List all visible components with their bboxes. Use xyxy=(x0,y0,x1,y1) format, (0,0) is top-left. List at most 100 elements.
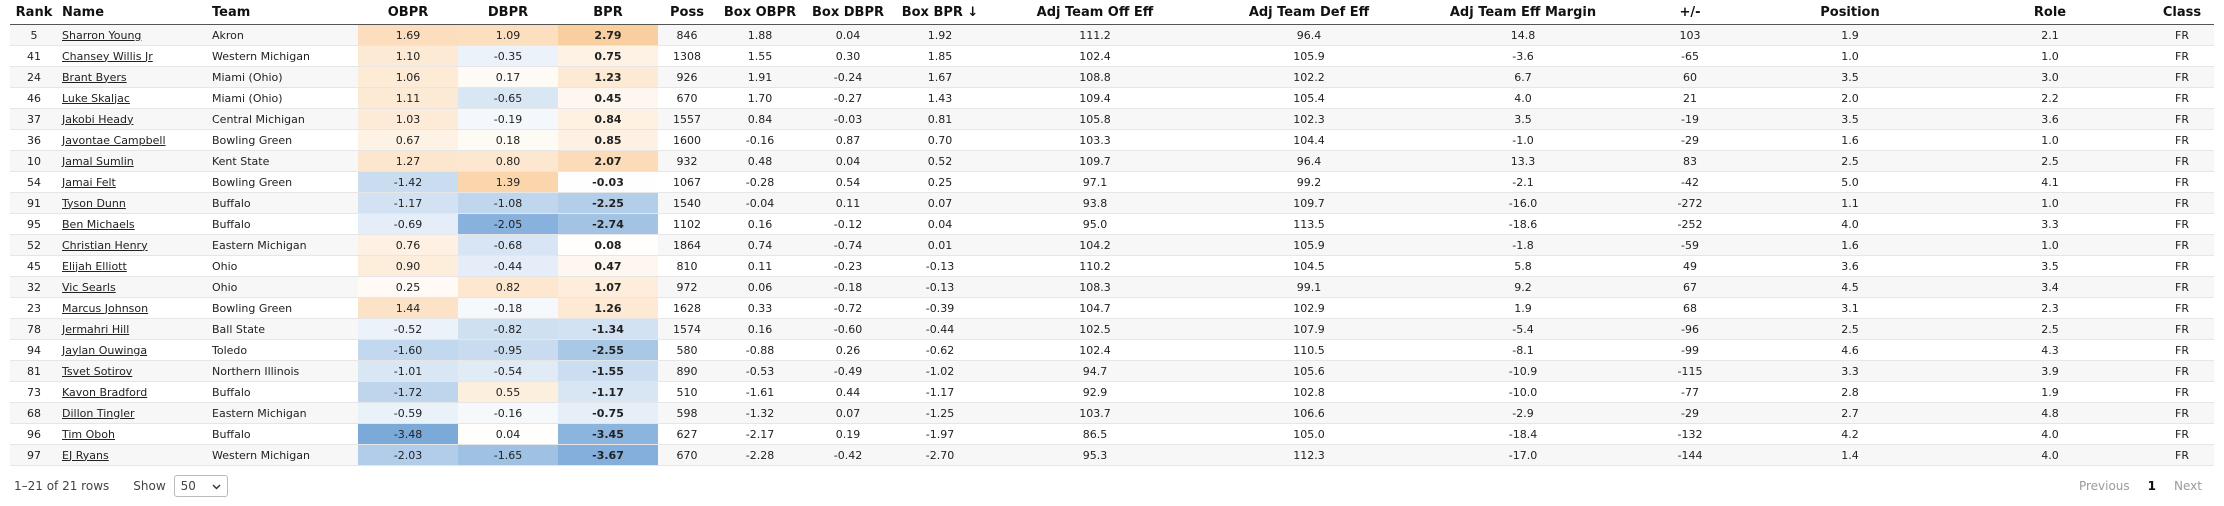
cell-pm: 21 xyxy=(1630,87,1750,109)
cell-obpr: -1.17 xyxy=(358,192,458,214)
row-count: 1–21 of 21 rows xyxy=(14,479,110,493)
cell-obpr: -0.59 xyxy=(358,402,458,424)
player-name-link[interactable]: Jakobi Heady xyxy=(62,112,134,126)
table-footer: 1–21 of 21 rows Show 50 Previous 1 Next xyxy=(10,466,2214,506)
player-name-link[interactable]: Dillon Tingler xyxy=(62,406,135,420)
player-name-link[interactable]: Elijah Elliott xyxy=(62,259,127,273)
player-name-link[interactable]: EJ Ryans xyxy=(62,448,109,462)
cell-box-bpr: -1.17 xyxy=(892,381,988,403)
cell-class: FR xyxy=(2150,87,2214,109)
cell-team: Western Michigan xyxy=(208,444,358,466)
cell-obpr: 1.27 xyxy=(358,150,458,172)
player-name-link[interactable]: Ben Michaels xyxy=(62,217,135,231)
cell-team: Miami (Ohio) xyxy=(208,66,358,88)
player-name-link[interactable]: Luke Skaljac xyxy=(62,91,130,105)
cell-team: Toledo xyxy=(208,339,358,361)
cell-rank: 68 xyxy=(10,402,58,424)
player-name-link[interactable]: Jermahri Hill xyxy=(62,322,130,336)
cell-obpr: 0.67 xyxy=(358,129,458,151)
player-name-link[interactable]: Tsvet Sotirov xyxy=(62,364,133,378)
cell-box-bpr: -1.02 xyxy=(892,360,988,382)
cell-role: 4.0 xyxy=(1950,444,2150,466)
player-name-link[interactable]: Christian Henry xyxy=(62,238,148,252)
cell-class: FR xyxy=(2150,255,2214,277)
column-header-box-dbpr[interactable]: Box DBPR xyxy=(804,0,892,25)
cell-name: Jamal Sumlin xyxy=(58,150,208,172)
cell-rank: 78 xyxy=(10,318,58,340)
player-name-link[interactable]: Javontae Campbell xyxy=(62,133,166,147)
player-name-link[interactable]: Jaylan Ouwinga xyxy=(62,343,148,357)
cell-poss: 932 xyxy=(658,150,716,172)
column-header-adj-margin[interactable]: Adj Team Eff Margin xyxy=(1416,0,1630,25)
cell-dbpr: 0.80 xyxy=(458,150,558,172)
column-header-obpr[interactable]: OBPR xyxy=(358,0,458,25)
player-name-link[interactable]: Tim Oboh xyxy=(62,427,115,441)
cell-box-dbpr: -0.74 xyxy=(804,234,892,256)
cell-adj-margin: -16.0 xyxy=(1416,192,1630,214)
column-header-dbpr[interactable]: DBPR xyxy=(458,0,558,25)
table-row: 5 Sharron Young Akron 1.69 1.09 2.79 846 1.88 0.… xyxy=(10,24,2214,46)
cell-box-bpr: 0.25 xyxy=(892,171,988,193)
previous-button[interactable]: Previous xyxy=(2078,479,2130,493)
column-header-bpr[interactable]: BPR xyxy=(558,0,658,25)
cell-dbpr: -0.19 xyxy=(458,108,558,130)
column-header-pm[interactable]: +/- xyxy=(1630,0,1750,25)
cell-poss: 510 xyxy=(658,381,716,403)
next-button[interactable]: Next xyxy=(2174,479,2202,493)
cell-name: Luke Skaljac xyxy=(58,87,208,109)
cell-team: Kent State xyxy=(208,150,358,172)
column-header-rank[interactable]: Rank xyxy=(10,0,58,25)
cell-box-dbpr: 0.54 xyxy=(804,171,892,193)
cell-role: 1.9 xyxy=(1950,381,2150,403)
cell-bpr: 1.23 xyxy=(558,66,658,88)
column-header-class[interactable]: Class xyxy=(2150,0,2214,25)
player-name-link[interactable]: Brant Byers xyxy=(62,70,127,84)
column-header-box-obpr[interactable]: Box OBPR xyxy=(716,0,804,25)
cell-bpr: -3.67 xyxy=(558,444,658,466)
table-row: 73 Kavon Bradford Buffalo -1.72 0.55 -1.17 510… xyxy=(10,381,2214,403)
column-header-position[interactable]: Position xyxy=(1750,0,1950,25)
player-name-link[interactable]: Sharron Young xyxy=(62,28,142,42)
page-1-button[interactable]: 1 xyxy=(2147,479,2157,493)
column-header-adj-def[interactable]: Adj Team Def Eff xyxy=(1202,0,1416,25)
player-name-link[interactable]: Kavon Bradford xyxy=(62,385,148,399)
table-row: 45 Elijah Elliott Ohio 0.90 -0.44 0.47 810 0.11… xyxy=(10,255,2214,277)
cell-pm: 67 xyxy=(1630,276,1750,298)
cell-box-obpr: -1.61 xyxy=(716,381,804,403)
column-header-adj-off[interactable]: Adj Team Off Eff xyxy=(988,0,1202,25)
column-header-poss[interactable]: Poss xyxy=(658,0,716,25)
cell-poss: 810 xyxy=(658,255,716,277)
cell-obpr: 1.06 xyxy=(358,66,458,88)
cell-adj-off: 95.0 xyxy=(988,213,1202,235)
cell-adj-def: 104.5 xyxy=(1202,255,1416,277)
cell-adj-off: 102.4 xyxy=(988,339,1202,361)
cell-rank: 10 xyxy=(10,150,58,172)
column-header-team[interactable]: Team xyxy=(208,0,358,25)
cell-box-obpr: -1.32 xyxy=(716,402,804,424)
column-header-box-bpr[interactable]: Box BPR ↓ xyxy=(892,0,988,25)
cell-adj-def: 99.1 xyxy=(1202,276,1416,298)
column-header-role[interactable]: Role xyxy=(1950,0,2150,25)
cell-obpr: -1.72 xyxy=(358,381,458,403)
player-name-link[interactable]: Jamai Felt xyxy=(62,175,116,189)
player-name-link[interactable]: Tyson Dunn xyxy=(62,196,126,210)
cell-box-bpr: 0.52 xyxy=(892,150,988,172)
page-size-select[interactable]: 50 xyxy=(173,475,228,497)
player-name-link[interactable]: Vic Searls xyxy=(62,280,116,294)
cell-class: FR xyxy=(2150,402,2214,424)
player-name-link[interactable]: Marcus Johnson xyxy=(62,301,149,315)
cell-dbpr: 0.17 xyxy=(458,66,558,88)
cell-pm: -96 xyxy=(1630,318,1750,340)
cell-poss: 1557 xyxy=(658,108,716,130)
player-ratings-table: Rank Name Team OBPR DBPR BPR Poss Box OBPR Box D… xyxy=(10,0,2214,466)
cell-rank: 91 xyxy=(10,192,58,214)
player-name-link[interactable]: Chansey Willis Jr xyxy=(62,49,153,63)
cell-box-obpr: 1.91 xyxy=(716,66,804,88)
cell-name: Marcus Johnson xyxy=(58,297,208,319)
cell-box-obpr: -0.53 xyxy=(716,360,804,382)
column-header-name[interactable]: Name xyxy=(58,0,208,25)
player-name-link[interactable]: Jamal Sumlin xyxy=(62,154,134,168)
cell-role: 3.4 xyxy=(1950,276,2150,298)
cell-class: FR xyxy=(2150,150,2214,172)
